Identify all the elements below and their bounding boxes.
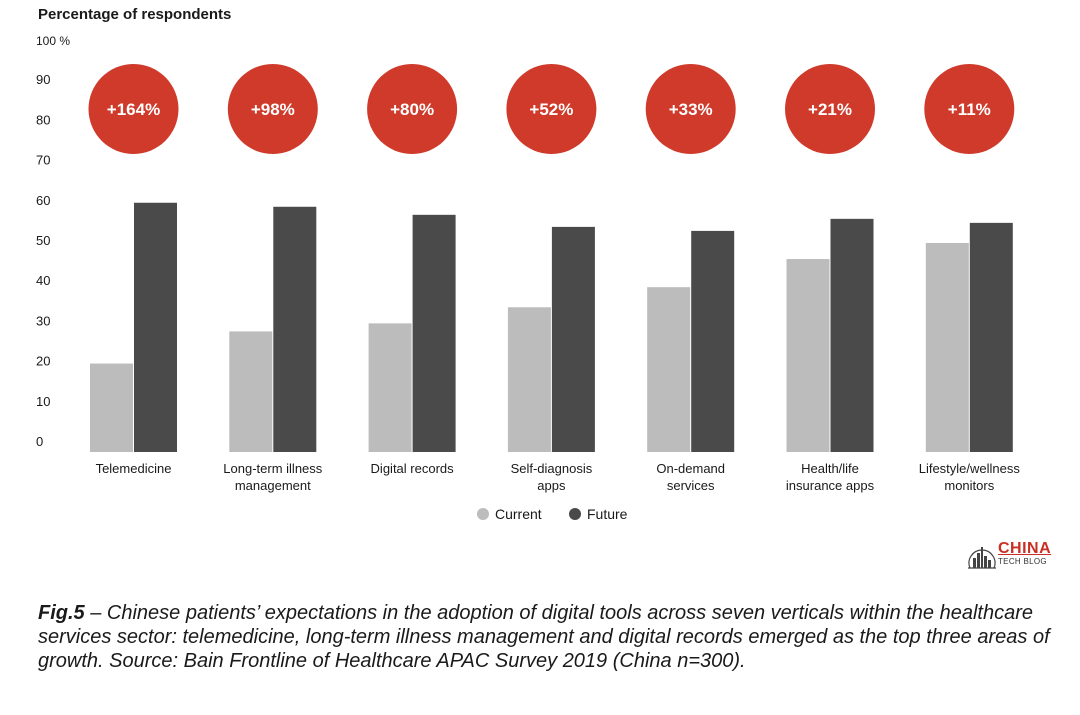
y-tick-label: 30 [36,313,50,328]
figure-caption: Fig.5 – Chinese patients’ expectations i… [38,601,1058,673]
city-skyline-icon [968,547,996,569]
legend-marker-future [569,508,581,520]
logo-subtitle: TECH BLOG [998,557,1047,566]
bar-future-5 [830,218,874,452]
x-tick-label-line: Long-term illness [223,461,322,476]
bar-current-4 [647,287,691,452]
growth-badge [924,64,1015,154]
y-tick-label: 0 [36,434,43,449]
x-tick-label-line: Digital records [371,461,455,476]
legend-label-future: Future [587,506,628,522]
x-tick-label-line: Health/life [801,461,859,476]
y-tick-label: 60 [36,193,50,208]
x-tick-label-line: Lifestyle/wellness [919,461,1021,476]
growth-label: +21% [808,100,852,119]
x-tick-label-line: monitors [944,478,994,493]
growth-label: +33% [669,100,713,119]
growth-label: +164% [107,100,160,119]
growth-badge [227,64,318,154]
growth-badge [88,64,179,154]
y-tick-label: 80 [36,112,50,127]
y-top-tick: 100 % [36,34,71,48]
growth-badge [367,64,458,154]
x-tick-label-line: apps [537,478,566,493]
x-tick-label: Lifestyle/wellness monitors [919,461,1021,493]
x-tick-label: Long-term illness management [223,461,322,493]
x-tick-label: On-demand services [656,461,725,493]
x-tick-label-line: services [667,478,715,493]
china-tech-blog-logo: CHINA TECH BLOG [968,538,1058,572]
bar-future-2 [412,214,456,452]
growth-label: +98% [251,100,295,119]
x-tick-label: Digital records [371,461,455,476]
growth-label: +11% [948,100,991,119]
y-tick-label: 20 [36,354,50,369]
bar-current-6 [925,242,969,452]
x-tick-label-line: insurance apps [786,478,875,493]
y-tick-label: 10 [36,394,50,409]
y-tick-label: 90 [36,72,50,87]
bar-current-5 [786,259,830,452]
bar-current-1 [229,331,273,452]
growth-badge [785,64,875,154]
x-tick-label-line: On-demand [656,461,725,476]
y-tick-label: 70 [36,153,50,168]
bar-future-3 [551,226,595,452]
y-axis-title: Percentage of respondents [38,6,232,23]
growth-label: +80% [390,100,434,119]
x-tick-label-line: Self-diagnosis [511,461,593,476]
caption-text: – Chinese patients’ expectations in the … [38,602,1050,672]
x-tick-label: Telemedicine [96,461,172,476]
bar-current-0 [90,363,133,452]
bar-future-4 [691,230,735,452]
x-tick-label-line: Telemedicine [96,461,172,476]
figure-label: Fig.5 [38,602,85,624]
y-tick-label: 50 [36,233,50,248]
x-tick-label: Health/life insurance apps [786,461,875,493]
growth-badge [506,64,597,154]
x-tick-label-line: management [235,478,311,493]
bar-future-6 [969,222,1013,452]
growth-badge [645,64,736,154]
legend-marker-current [477,508,489,520]
bar-future-0 [134,202,177,452]
bar-chart: 0 10 20 30 40 50 60 70 80 90 Telemedicine +164% Long… [36,64,1021,522]
bar-current-2 [368,323,412,452]
logo-word: CHINA [998,540,1052,557]
legend-label-current: Current [495,506,542,522]
y-tick-label: 40 [36,273,50,288]
growth-label: +52% [529,100,573,119]
bar-future-1 [273,206,317,452]
x-tick-label: Self-diagnosis apps [511,461,593,493]
bar-current-3 [507,307,551,452]
